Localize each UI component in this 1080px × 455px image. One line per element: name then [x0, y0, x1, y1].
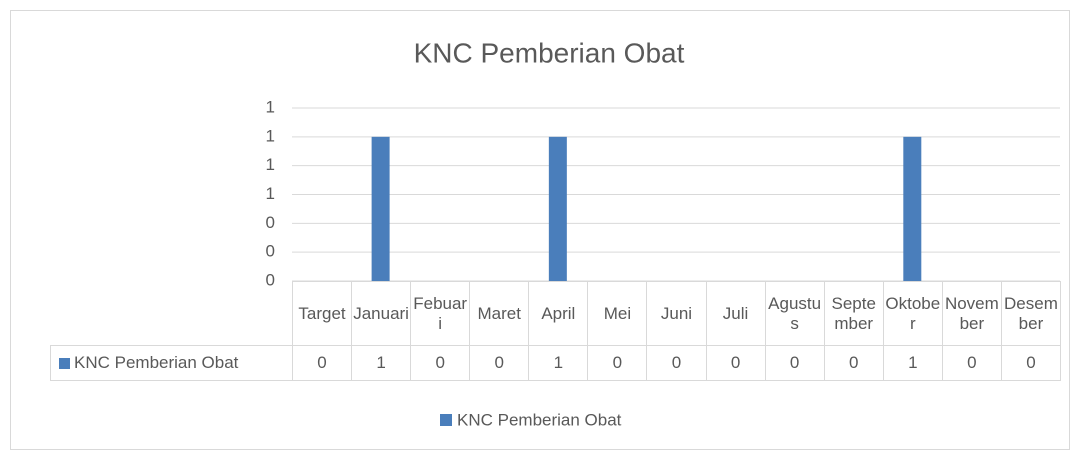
y-tick-label: 0	[266, 213, 275, 232]
y-tick-label: 1	[266, 184, 275, 203]
category-cell: Juli	[705, 281, 766, 346]
category-cell: September	[823, 281, 884, 346]
value-cell: 0	[1000, 345, 1061, 381]
bar	[903, 136, 922, 281]
bar	[371, 136, 390, 281]
value-cell: 1	[882, 345, 943, 381]
value-cell: 1	[528, 345, 589, 381]
value-cell: 0	[469, 345, 530, 381]
category-cell: Juni	[646, 281, 707, 346]
legend-swatch	[59, 357, 70, 369]
y-tick-label: 0	[266, 242, 275, 261]
value-cell: 0	[764, 345, 825, 381]
chart-border	[10, 10, 1070, 450]
category-cell: April	[528, 281, 589, 346]
y-tick-label: 0	[266, 270, 275, 289]
value-cell: 1	[351, 345, 412, 381]
category-cell: Target	[292, 281, 353, 346]
chart-title: KNC Pemberian Obat	[414, 37, 685, 68]
value-cell: 0	[410, 345, 471, 381]
category-cell: Desember	[1000, 281, 1061, 346]
y-tick-label: 1	[266, 126, 275, 145]
value-cell: 0	[292, 345, 353, 381]
category-cell: Mei	[587, 281, 648, 346]
value-cell: 0	[646, 345, 707, 381]
y-tick-label: 1	[266, 155, 275, 174]
category-cell: Maret	[469, 281, 530, 346]
legend-label: KNC Pemberian Obat	[457, 410, 622, 429]
table-series-header: KNC Pemberian Obat	[50, 345, 293, 381]
category-cell: November	[941, 281, 1002, 346]
bar	[548, 136, 567, 281]
y-tick-label: 1	[266, 97, 275, 116]
value-cell: 0	[705, 345, 766, 381]
category-cell: Januari	[351, 281, 412, 346]
category-cell: Agustus	[764, 281, 825, 346]
value-cell: 0	[823, 345, 884, 381]
legend-swatch	[440, 414, 452, 426]
category-cell: Oktober	[882, 281, 943, 346]
value-cell: 0	[587, 345, 648, 381]
category-cell: Febuari	[410, 281, 471, 346]
value-cell: 0	[941, 345, 1002, 381]
